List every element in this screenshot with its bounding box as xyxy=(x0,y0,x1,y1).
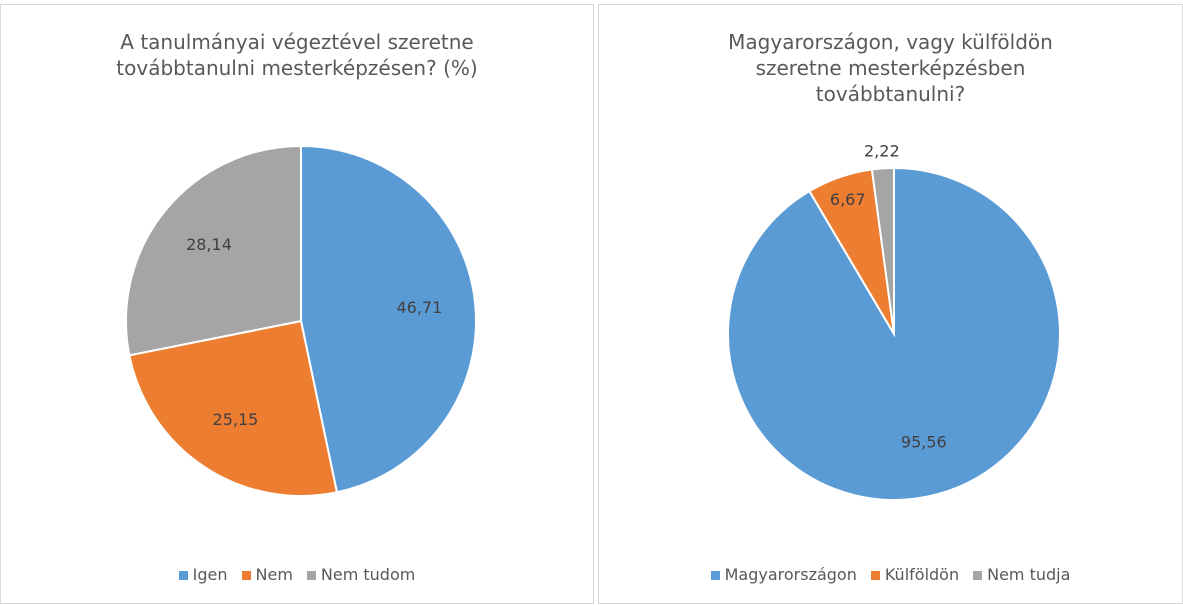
data-label: 25,15 xyxy=(213,410,259,429)
data-label: 46,71 xyxy=(396,298,442,317)
chart-title: Magyarországon, vagy külföldön szeretne … xyxy=(728,30,1053,106)
legend-swatch xyxy=(306,571,316,580)
chart-panel: Magyarországon, vagy külföldön szeretne … xyxy=(598,4,1183,604)
data-label: 28,14 xyxy=(186,235,232,254)
chart-panel: A tanulmányai végeztével szeretne tovább… xyxy=(0,4,594,604)
legend: Igen Nem Nem tudom xyxy=(1,565,593,584)
legend-item: Külföldön xyxy=(870,565,960,584)
pie-slice xyxy=(128,319,339,497)
legend-item: Igen xyxy=(178,565,228,584)
legend-swatch xyxy=(870,571,880,580)
legend: Magyarországon Külföldön Nem tudja xyxy=(599,565,1182,584)
pie-slice xyxy=(300,144,477,494)
legend-item: Nem xyxy=(241,565,293,584)
legend-label: Nem tudom xyxy=(320,565,416,584)
legend-label: Igen xyxy=(192,565,228,584)
chart-title: A tanulmányai végeztével szeretne tovább… xyxy=(116,30,478,80)
pie: 46,71 25,15 28,14 xyxy=(125,144,477,497)
legend-swatch xyxy=(973,571,983,580)
legend-swatch xyxy=(178,571,188,580)
legend-item: Magyarországon xyxy=(710,565,857,584)
legend-label: Magyarországon xyxy=(724,565,857,584)
legend-item: Nem tudom xyxy=(306,565,416,584)
data-label: 2,22 xyxy=(864,141,900,160)
legend-label: Nem xyxy=(255,565,293,584)
legend-swatch xyxy=(241,571,251,580)
data-label: 95,56 xyxy=(901,432,947,451)
data-label: 6,67 xyxy=(830,190,866,209)
pie-slice xyxy=(125,144,302,357)
legend-item: Nem tudja xyxy=(973,565,1070,584)
legend-swatch xyxy=(710,571,720,580)
legend-label: Nem tudja xyxy=(987,565,1071,584)
pie: 95,56 6,67 2,22 xyxy=(727,141,1061,501)
pie-slice xyxy=(870,166,895,335)
legend-label: Külföldön xyxy=(884,565,960,584)
